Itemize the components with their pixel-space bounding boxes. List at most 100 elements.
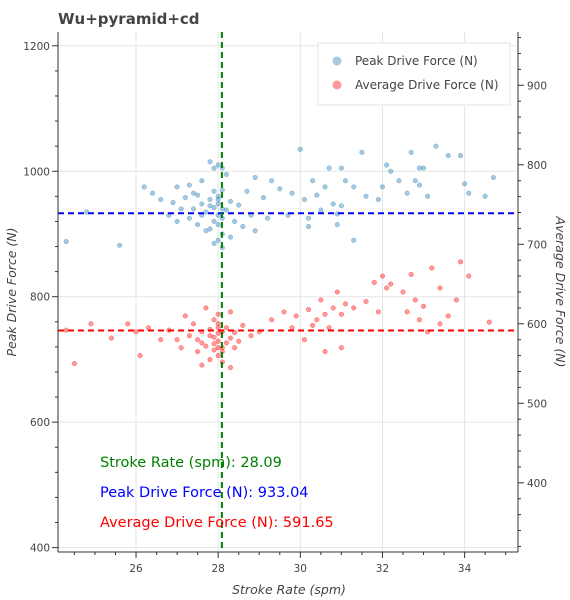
y2-tick-label: 800	[527, 160, 547, 172]
average-force-point	[227, 335, 234, 341]
peak-force-point	[207, 203, 213, 209]
peak-force-point	[490, 174, 496, 181]
peak-force-point	[195, 192, 201, 198]
average-force-point	[236, 338, 242, 344]
average-force-point	[363, 298, 369, 305]
average-force-point	[133, 329, 139, 335]
data-points	[63, 143, 496, 371]
axis-ticks: 26 28 30 32 34 400 600 800 1000 1200 400 500 600 700 8…	[23, 37, 547, 575]
average-force-point	[248, 333, 254, 339]
peak-force-point	[375, 196, 381, 203]
x-tick-label: 32	[376, 563, 389, 575]
average-force-point	[416, 317, 422, 323]
legend-label-peak: Peak Drive Force (N)	[355, 54, 478, 68]
average-force-point	[215, 345, 221, 351]
average-force-point	[137, 353, 143, 359]
peak-force-point	[215, 162, 221, 168]
peak-force-point	[252, 228, 258, 234]
average-force-point	[310, 322, 316, 328]
peak-force-point	[236, 202, 242, 208]
peak-force-point	[227, 234, 234, 240]
peak-force-point	[244, 188, 250, 194]
peak-force-point	[141, 184, 147, 190]
peak-force-point	[351, 184, 357, 190]
legend-marker-peak	[332, 56, 342, 66]
y-tick-label: 400	[30, 543, 50, 555]
peak-force-point	[289, 190, 295, 196]
average-force-point	[63, 327, 69, 333]
average-force-point	[400, 289, 406, 295]
average-force-point	[178, 345, 184, 351]
peak-force-point	[420, 165, 427, 171]
peak-force-point	[330, 201, 336, 207]
average-force-point	[453, 297, 459, 303]
average-force-point	[199, 340, 205, 346]
average-force-point	[379, 273, 386, 279]
x-tick-label: 34	[458, 563, 472, 575]
peak-force-point	[190, 190, 197, 196]
average-force-point	[125, 321, 131, 327]
peak-force-point	[215, 196, 221, 203]
average-force-point	[215, 338, 221, 344]
average-force-point	[232, 330, 238, 336]
average-force-point	[211, 341, 217, 347]
average-force-point	[215, 321, 221, 327]
y-tick-label: 1200	[23, 41, 50, 53]
peak-force-point	[269, 178, 275, 184]
peak-force-point	[84, 209, 90, 215]
legend-box	[317, 42, 511, 106]
average-force-point	[375, 309, 381, 315]
average-force-point	[408, 271, 414, 278]
peak-force-point	[462, 181, 468, 187]
peak-force-point	[310, 178, 316, 184]
peak-force-point	[203, 209, 209, 215]
average-force-point	[108, 335, 114, 341]
average-force-point	[232, 345, 238, 351]
peak-force-point	[338, 203, 344, 209]
peak-force-point	[211, 188, 217, 194]
peak-force-point	[211, 240, 217, 246]
average-force-point	[326, 325, 332, 331]
peak-force-point	[396, 178, 402, 184]
peak-force-point	[457, 153, 464, 159]
average-force-point	[269, 317, 275, 323]
average-force-point	[211, 334, 217, 340]
average-force-point	[215, 311, 221, 317]
peak-force-point	[482, 193, 488, 199]
average-force-point	[158, 337, 164, 343]
average-force-point	[88, 321, 94, 327]
peak-force-point	[445, 153, 451, 159]
average-force-point	[301, 337, 307, 343]
average-force-point	[215, 353, 221, 359]
x-tick-label: 30	[294, 563, 307, 575]
peak-force-point	[232, 218, 238, 224]
average-force-point	[445, 313, 451, 319]
average-force-point	[199, 362, 205, 368]
peak-force-point	[416, 182, 422, 188]
average-force-point	[195, 337, 201, 343]
peak-force-point	[227, 198, 234, 204]
peak-force-point	[207, 159, 213, 165]
y2-tick-label: 600	[527, 319, 547, 331]
average-force-point	[322, 349, 328, 355]
peak-force-point	[240, 223, 246, 230]
peak-force-point	[215, 237, 221, 243]
peak-force-point	[195, 222, 201, 228]
peak-force-point	[297, 146, 303, 152]
average-force-point	[429, 265, 435, 271]
average-force-point	[211, 347, 217, 353]
peak-force-point	[174, 218, 180, 224]
peak-force-point	[264, 215, 271, 221]
average-force-point	[314, 317, 320, 323]
peak-force-point	[223, 171, 229, 177]
peak-force-point	[178, 206, 184, 212]
average-force-point	[342, 301, 349, 307]
average-force-point	[420, 303, 427, 309]
peak-force-point	[334, 222, 340, 228]
peak-force-point	[215, 201, 221, 207]
average-force-point	[412, 297, 418, 303]
peak-force-point	[207, 196, 213, 203]
peak-force-point	[174, 184, 180, 190]
average-force-point	[305, 306, 312, 313]
peak-force-point	[158, 196, 164, 203]
